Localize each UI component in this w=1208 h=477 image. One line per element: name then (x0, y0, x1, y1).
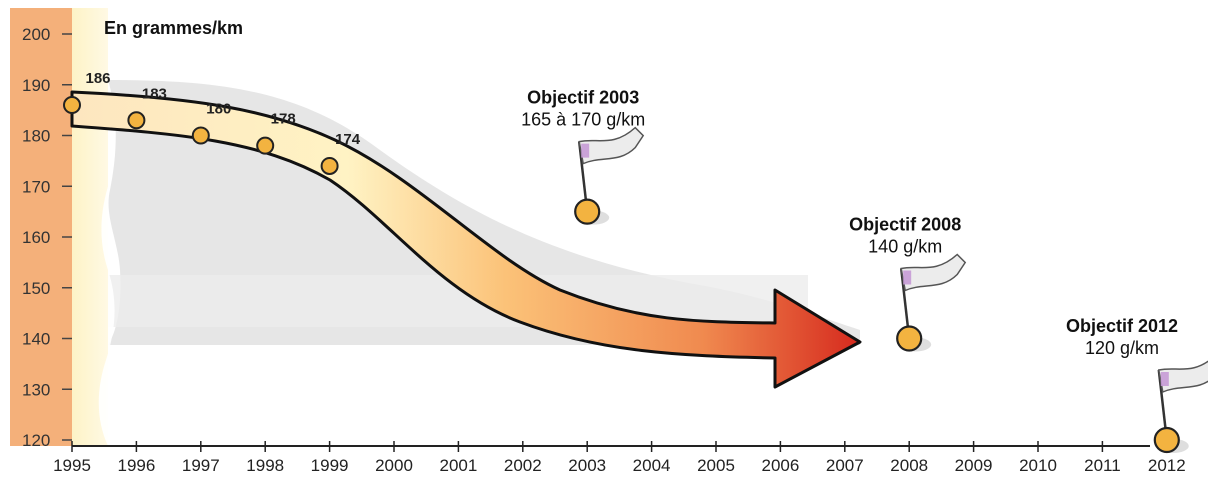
y-tick-label: 200 (22, 25, 50, 44)
y-tick-label: 130 (22, 380, 50, 399)
flag-cloth (1157, 360, 1208, 394)
x-tick-label: 2010 (1019, 456, 1057, 475)
x-tick-label: 2011 (1084, 456, 1121, 475)
flag-accent (903, 270, 912, 285)
x-tick-label: 2012 (1148, 456, 1186, 475)
x-tick-label: 2000 (375, 456, 413, 475)
flag-cloth (900, 253, 967, 292)
x-tick-label: 1999 (311, 456, 349, 475)
target-title: Objectif 2003 (527, 88, 639, 108)
x-tick-label: 2004 (633, 456, 671, 475)
x-tick-label: 2003 (568, 456, 606, 475)
flag-accent (1160, 372, 1169, 386)
data-label: 183 (142, 85, 167, 102)
y-tick-label: 140 (22, 330, 50, 349)
flag-accent (581, 143, 590, 158)
data-point (256, 136, 275, 155)
data-point (63, 96, 81, 115)
data-label: 174 (335, 131, 361, 148)
target-marker (896, 325, 923, 352)
x-tick-label: 2009 (955, 456, 993, 475)
data-label: 178 (271, 111, 296, 128)
data-point (320, 156, 339, 175)
y-axis-ticks: 200 190 180 170 160 150 140 130 120 (22, 25, 72, 450)
y-tick-label: 170 (22, 177, 50, 196)
data-label: 180 (206, 101, 231, 118)
y-tick-label: 150 (22, 279, 50, 298)
target-subtitle: 120 g/km (1085, 338, 1159, 358)
data-label: 186 (85, 70, 110, 87)
target-title: Objectif 2012 (1066, 316, 1178, 336)
x-tick-label: 2006 (761, 456, 799, 475)
target-title: Objectif 2008 (849, 215, 961, 235)
x-tick-label: 1997 (182, 456, 220, 475)
x-tick-label: 2007 (826, 456, 864, 475)
data-points: 186 183 180 178 174 (63, 70, 361, 175)
target-marker (574, 198, 601, 225)
x-tick-label: 2002 (504, 456, 542, 475)
target-marker (1153, 426, 1180, 454)
x-axis-ticks: 1995 1996 1997 1998 1999 2000 2001 2002 2003 2004… (53, 441, 1186, 475)
flag-cloth (578, 126, 645, 165)
data-point (191, 126, 210, 145)
y-tick-label: 120 (22, 431, 50, 450)
y-axis-band (10, 8, 72, 446)
x-tick-label: 2001 (439, 456, 477, 475)
x-tick-label: 1996 (117, 456, 155, 475)
data-point (127, 111, 146, 130)
target-subtitle: 165 à 170 g/km (521, 110, 645, 130)
band-wave (98, 110, 116, 446)
x-tick-label: 2005 (697, 456, 735, 475)
x-tick-label: 1998 (246, 456, 284, 475)
x-tick-label: 2008 (890, 456, 928, 475)
y-tick-label: 190 (22, 76, 50, 95)
target-subtitle: 140 g/km (868, 237, 942, 257)
y-tick-label: 180 (22, 127, 50, 146)
y-axis-unit-label: En grammes/km (104, 18, 243, 38)
trend-arrow (70, 90, 862, 389)
x-tick-label: 1995 (53, 456, 91, 475)
y-tick-label: 160 (22, 228, 50, 247)
